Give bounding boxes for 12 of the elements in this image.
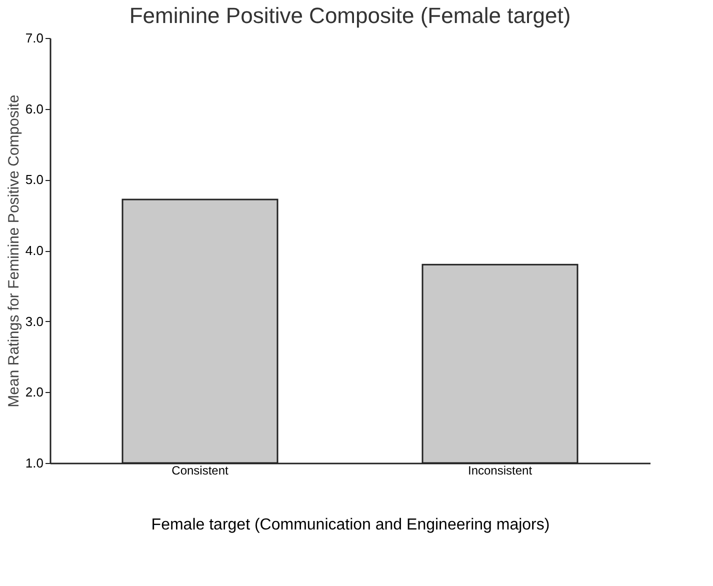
y-tick-label: 7.0 <box>25 30 44 46</box>
y-tick-label: 6.0 <box>25 101 44 116</box>
y-axis-title: Mean Ratings for Feminine Positive Composite <box>5 94 22 408</box>
x-tick-label: Inconsistent <box>468 464 533 478</box>
x-tick-label: Consistent <box>172 464 230 478</box>
y-tick-label: 2.0 <box>25 384 44 400</box>
y-tick-label: 3.0 <box>25 314 44 329</box>
chart-title: Feminine Positive Composite (Female target) <box>129 3 571 28</box>
y-tick-label: 1.0 <box>25 456 44 470</box>
y-tick-label: 4.0 <box>25 243 44 258</box>
y-tick-label: 5.0 <box>25 172 44 188</box>
x-axis-title: Female target (Communication and Engineering majors) <box>151 516 550 534</box>
